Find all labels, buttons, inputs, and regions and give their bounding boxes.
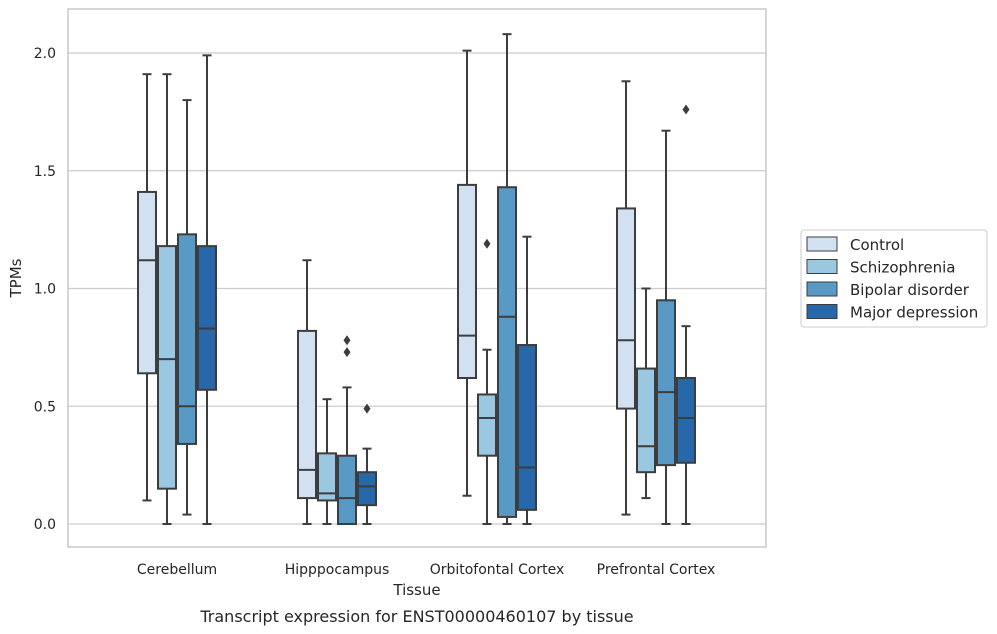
legend-label: Major depression [850, 304, 978, 322]
y-axis-label: TPMs [7, 258, 25, 298]
box-body [297, 329, 317, 500]
box-body [137, 190, 157, 375]
y-axis-ticks: 0.0 0.5 1.0 1.5 2.0 [34, 46, 56, 533]
x-tick-label: Cerebellum [137, 562, 217, 578]
y-tick-label: 0.5 [34, 399, 56, 415]
box-body [177, 233, 197, 445]
box-schizophrenia-cerebellum [157, 73, 177, 525]
box-body [497, 186, 517, 518]
box-body [337, 454, 357, 525]
box-control-prefrontal-cortex [616, 80, 636, 516]
outlier-point [483, 238, 491, 249]
y-tick-label: 0.0 [34, 517, 56, 533]
box-control-orbitofontal-cortex [457, 49, 477, 497]
box-body [636, 367, 656, 474]
box-body [317, 452, 337, 502]
legend-swatch [806, 236, 838, 252]
x-axis-ticks: Cerebellum Hipppocampus Orbitofontal Corte… [137, 562, 715, 578]
box-body [357, 471, 377, 507]
x-tick-label: Hipppocampus [285, 562, 390, 578]
legend-swatch [806, 281, 838, 297]
box-schizophrenia-hipppocampus [317, 398, 337, 525]
box-bipolar-disorder-orbitofontal-cortex [497, 33, 517, 525]
legend-label: Bipolar disorder [850, 281, 970, 299]
box-bipolar-disorder-hipppocampus [337, 335, 357, 525]
box-schizophrenia-prefrontal-cortex [636, 287, 656, 500]
legend-swatch [806, 259, 838, 274]
x-tick-label: Prefrontal Cortex [597, 562, 716, 578]
box-bipolar-disorder-prefrontal-cortex [656, 129, 676, 525]
box-control-cerebellum [137, 73, 157, 502]
box-major-depression-hipppocampus [357, 403, 377, 525]
box-control-hipppocampus [297, 259, 317, 525]
legend-label: Schizophrenia [850, 259, 955, 277]
box-body [457, 183, 477, 379]
box-body [656, 299, 676, 467]
box-body [197, 245, 217, 391]
box-major-depression-orbitofontal-cortex [517, 235, 537, 525]
box-body [157, 245, 177, 490]
outlier-point [343, 335, 351, 346]
boxes [137, 33, 696, 525]
x-axis-label: Tissue [392, 581, 440, 599]
legend: Control Schizophrenia Bipolar disorder Majo… [800, 229, 988, 328]
chart-caption: Transcript expression for ENST0000046010… [199, 607, 633, 626]
box-body [676, 376, 696, 464]
y-tick-label: 1.0 [34, 282, 56, 298]
legend-label: Control [850, 236, 904, 254]
box-body [517, 344, 537, 511]
box-bipolar-disorder-cerebellum [177, 99, 197, 516]
box-schizophrenia-orbitofontal-cortex [477, 238, 497, 525]
y-tick-label: 1.5 [34, 164, 56, 180]
plot-frame [67, 8, 767, 548]
legend-frame [800, 229, 988, 328]
box-body [477, 393, 497, 457]
y-tick-label: 2.0 [34, 46, 56, 62]
legend-swatch [806, 304, 838, 319]
outlier-point [363, 403, 371, 414]
box-major-depression-prefrontal-cortex [676, 104, 696, 525]
box-body [616, 207, 636, 410]
outlier-point [343, 347, 351, 358]
x-tick-label: Orbitofontal Cortex [430, 562, 565, 578]
box-major-depression-cerebellum [197, 54, 217, 525]
outlier-point [682, 104, 690, 115]
